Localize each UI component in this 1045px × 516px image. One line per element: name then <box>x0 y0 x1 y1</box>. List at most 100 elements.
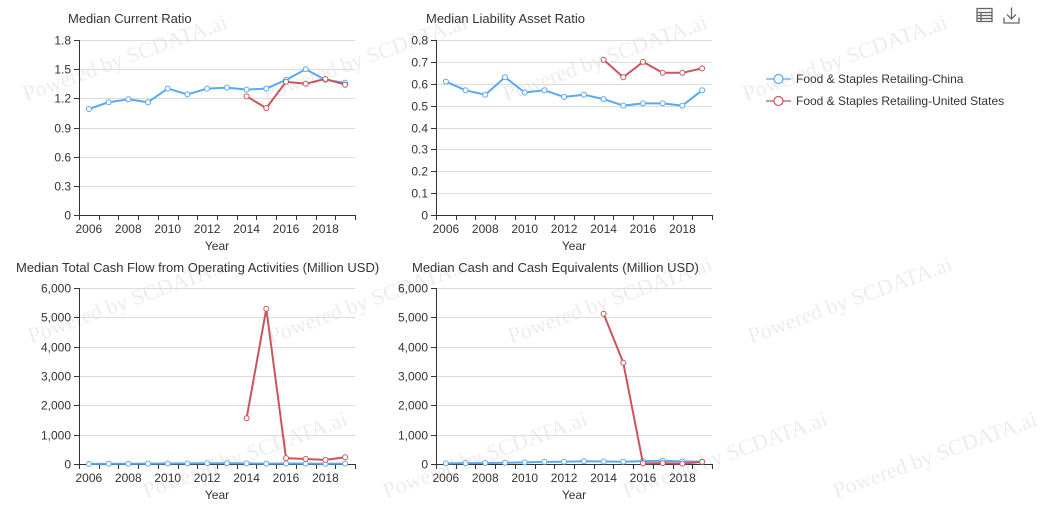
data-point[interactable] <box>521 89 528 96</box>
x-tick-label: 2016 <box>273 471 300 485</box>
data-point[interactable] <box>580 458 587 465</box>
data-point[interactable] <box>620 458 627 465</box>
data-point[interactable] <box>302 80 309 87</box>
x-tick-label: 2010 <box>154 471 181 485</box>
data-point[interactable] <box>659 100 666 107</box>
data-point[interactable] <box>482 91 489 98</box>
x-tick-label: 2018 <box>669 471 696 485</box>
series-food-staples-retailing-united-states <box>243 305 349 463</box>
data-point[interactable] <box>263 305 270 312</box>
data-point[interactable] <box>322 456 329 463</box>
x-tick-label: 2008 <box>115 471 142 485</box>
series-food-staples-retailing-united-states <box>243 75 349 112</box>
data-point[interactable] <box>184 91 191 98</box>
data-point[interactable] <box>322 75 329 82</box>
data-point[interactable] <box>699 458 706 465</box>
data-point[interactable] <box>640 58 646 65</box>
data-point[interactable] <box>243 460 250 467</box>
y-tick-label: 0.6 <box>411 78 428 92</box>
data-point[interactable] <box>580 91 587 98</box>
series-line <box>602 313 703 465</box>
data-point[interactable] <box>283 460 289 467</box>
data-point[interactable] <box>243 86 250 93</box>
data-point[interactable] <box>640 460 646 467</box>
data-point[interactable] <box>561 458 568 465</box>
data-point[interactable] <box>600 310 607 317</box>
data-point[interactable] <box>482 460 489 466</box>
y-tick-label: 0.3 <box>411 143 428 157</box>
data-point[interactable] <box>342 454 349 461</box>
data-point[interactable] <box>145 460 151 467</box>
data-point[interactable] <box>204 85 211 92</box>
data-point[interactable] <box>620 74 627 81</box>
x-tick-label: 2008 <box>472 471 499 485</box>
data-point[interactable] <box>105 99 112 106</box>
data-point[interactable] <box>302 456 309 462</box>
data-point[interactable] <box>462 460 469 467</box>
y-tick-label: 0.5 <box>411 100 428 114</box>
data-point[interactable] <box>85 460 92 467</box>
data-point[interactable] <box>699 87 706 94</box>
y-tick-label: 2,000 <box>41 399 71 413</box>
y-tick-label: 1,000 <box>41 429 71 443</box>
data-point[interactable] <box>223 460 230 467</box>
data-point[interactable] <box>600 96 607 103</box>
x-tick-label: 2014 <box>233 471 260 485</box>
data-point[interactable] <box>302 66 309 73</box>
data-view-icon[interactable] <box>976 7 993 23</box>
legend-item-united-states[interactable]: Food & Staples Retailing-United States <box>766 90 1004 112</box>
data-point[interactable] <box>561 93 568 100</box>
data-point[interactable] <box>620 102 627 109</box>
data-point[interactable] <box>342 81 349 88</box>
data-point[interactable] <box>263 105 270 112</box>
data-point[interactable] <box>502 74 508 81</box>
x-tick-label: 2014 <box>590 471 617 485</box>
data-point[interactable] <box>243 415 250 422</box>
data-point[interactable] <box>204 460 211 467</box>
data-point[interactable] <box>243 93 250 100</box>
data-point[interactable] <box>679 460 686 467</box>
x-tick-label: 2010 <box>511 222 538 236</box>
y-tick-label: 2,000 <box>398 399 428 413</box>
data-point[interactable] <box>442 78 449 85</box>
data-point[interactable] <box>263 460 270 467</box>
data-point[interactable] <box>223 84 230 91</box>
data-point[interactable] <box>600 458 607 465</box>
download-icon[interactable] <box>1002 6 1021 25</box>
data-point[interactable] <box>699 65 706 72</box>
y-tick-label: 3,000 <box>398 370 428 384</box>
data-point[interactable] <box>462 87 469 94</box>
data-point[interactable] <box>145 99 151 106</box>
data-point[interactable] <box>105 460 112 467</box>
data-point[interactable] <box>640 100 646 107</box>
data-point[interactable] <box>164 460 171 467</box>
data-point[interactable] <box>620 359 627 366</box>
data-point[interactable] <box>164 85 171 92</box>
data-point[interactable] <box>541 87 548 94</box>
data-point[interactable] <box>184 460 191 467</box>
data-point[interactable] <box>659 460 666 467</box>
y-tick-label: 0 <box>421 209 428 223</box>
data-point[interactable] <box>442 460 449 467</box>
data-point[interactable] <box>600 56 607 63</box>
data-point[interactable] <box>85 106 92 112</box>
data-point[interactable] <box>125 96 132 103</box>
data-point[interactable] <box>541 458 548 465</box>
y-tick-label: 3,000 <box>41 370 71 384</box>
x-tick-label: 2006 <box>433 471 460 485</box>
data-point[interactable] <box>342 460 349 467</box>
data-point[interactable] <box>521 459 528 466</box>
data-point[interactable] <box>263 85 270 92</box>
data-point[interactable] <box>502 459 508 466</box>
data-point[interactable] <box>659 69 666 76</box>
data-point[interactable] <box>679 69 686 76</box>
data-point[interactable] <box>283 455 289 462</box>
data-point[interactable] <box>679 102 686 109</box>
data-point[interactable] <box>283 78 289 85</box>
y-tick-label: 0 <box>421 458 428 472</box>
x-tick-label: 2016 <box>630 471 657 485</box>
data-point[interactable] <box>125 460 132 467</box>
legend-item-china[interactable]: Food & Staples Retailing-China <box>766 68 1004 90</box>
